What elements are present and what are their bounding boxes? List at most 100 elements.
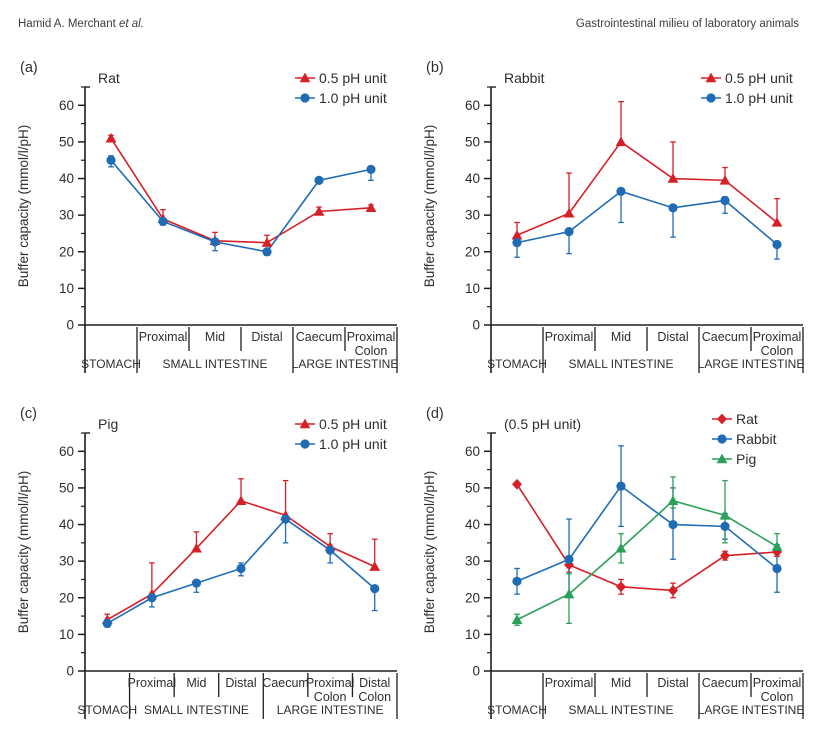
running-author-name: Hamid A. Merchant: [18, 18, 116, 30]
error-bars-1-0-ph-unit: [514, 191, 780, 260]
x-category-label: Distal: [657, 330, 688, 344]
panel-title: Rat: [98, 70, 120, 86]
series-line-pig: [516, 499, 778, 621]
series-markers-1-0-ph-unit: [102, 514, 380, 628]
y-tick-label: 30: [465, 208, 480, 223]
series-markers-rat: [512, 478, 782, 596]
panel-b-rabbit: (b) Rabbit Buffer capacity (mmol/l/pH) 0 10 2…: [414, 50, 811, 388]
y-tick-label: 60: [59, 98, 74, 113]
y-tick-label: 40: [465, 517, 480, 532]
legend-label: Rat: [736, 411, 758, 427]
x-category-label: Proximal: [753, 330, 802, 344]
y-axis-title: Buffer capacity (mmol/l/pH): [422, 471, 437, 634]
y-axis: 0 10 20 30 40 50 60: [59, 432, 397, 719]
series-line-1-0-ph-unit: [110, 159, 372, 253]
y-tick-label: 50: [465, 480, 480, 495]
x-category-label: Distal: [225, 676, 256, 690]
legend-label: Pig: [736, 451, 756, 467]
x-category-label: Proximal: [545, 676, 594, 690]
x-category-label: Proximal: [347, 330, 396, 344]
panel-label: (c): [20, 406, 37, 422]
x-category-label: Mid: [186, 676, 206, 690]
y-tick-label: 40: [59, 517, 74, 532]
legend: Rat Rabbit Pig: [712, 411, 777, 467]
y-tick-label: 0: [66, 318, 74, 333]
running-header: Hamid A. Merchant et al. Gastrointestina…: [0, 18, 815, 38]
series-markers-0-5-ph-unit: [511, 136, 783, 240]
series-line-1-0-ph-unit: [516, 190, 778, 246]
x-category-label: Caecum: [262, 676, 309, 690]
x-category-label: Distal: [251, 330, 282, 344]
panel-a-rat: (a) Rat Buffer capacity (mmol/l/pH) 0 10 20 30…: [8, 50, 405, 388]
legend: 0.5 pH unit 1.0 pH unit: [701, 70, 793, 106]
y-tick-label: 40: [465, 171, 480, 186]
x-group-label: STOMACH: [487, 703, 547, 717]
series-line-0-5-ph-unit: [110, 137, 372, 244]
y-tick-label: 0: [472, 664, 480, 679]
panel-label: (d): [426, 406, 444, 422]
x-group-label: LARGE INTESTINE: [292, 357, 399, 371]
series-line-0-5-ph-unit: [106, 499, 376, 621]
running-title: Gastrointestinal milieu of laboratory an…: [575, 18, 799, 30]
x-group-label: STOMACH: [81, 357, 141, 371]
y-axis: 0 10 20 30 40 50 60: [465, 86, 803, 373]
y-tick-label: 60: [59, 444, 74, 459]
x-category-label: Distal: [359, 676, 390, 690]
series-line-rat: [516, 483, 778, 592]
y-axis-title: Buffer capacity (mmol/l/pH): [16, 471, 31, 634]
x-axis-table: Proximal Mid Distal Caecum ProximalColonSTOM…: [487, 673, 804, 719]
y-tick-label: 30: [465, 554, 480, 569]
x-group-label: LARGE INTESTINE: [277, 703, 384, 717]
x-category-label: Distal: [657, 676, 688, 690]
panel-title: Rabbit: [504, 70, 545, 86]
y-axis: 0 10 20 30 40 50 60: [465, 432, 803, 719]
chart-rabbit: (b) Rabbit Buffer capacity (mmol/l/pH) 0 10 2…: [422, 60, 804, 373]
error-bars-0-5-ph-unit: [514, 100, 780, 240]
x-group-label: STOMACH: [77, 703, 137, 717]
y-tick-label: 60: [465, 98, 480, 113]
y-tick-label: 20: [465, 590, 480, 605]
x-category-label: Mid: [611, 330, 631, 344]
legend-label: 0.5 pH unit: [319, 416, 387, 432]
error-bars-pig: [514, 476, 780, 626]
x-category-label: Colon: [358, 690, 391, 704]
y-axis-title: Buffer capacity (mmol/l/pH): [422, 125, 437, 288]
x-category-label: Proximal: [306, 676, 355, 690]
panel-d-comparison: (d) (0.5 pH unit) Buffer capacity (mmol/l/…: [414, 396, 811, 734]
y-tick-label: 0: [472, 318, 480, 333]
y-tick-label: 20: [59, 244, 74, 259]
x-group-label: SMALL INTESTINE: [569, 703, 674, 717]
running-author: Hamid A. Merchant et al.: [18, 18, 144, 30]
x-group-label: SMALL INTESTINE: [144, 703, 249, 717]
running-author-etal: et al.: [119, 18, 144, 30]
y-tick-label: 0: [66, 664, 74, 679]
x-category-label: Colon: [761, 690, 794, 704]
legend-label: 1.0 pH unit: [319, 90, 387, 106]
panel-c-pig: (c) Pig Buffer capacity (mmol/l/pH) 0 10 20 30…: [8, 396, 405, 734]
panel-title: (0.5 pH unit): [504, 416, 581, 432]
series-markers-rabbit: [512, 481, 782, 586]
legend-label: 1.0 pH unit: [725, 90, 793, 106]
panel-title: Pig: [98, 416, 118, 432]
series-markers-0-5-ph-unit: [101, 495, 381, 624]
y-tick-label: 50: [59, 134, 74, 149]
y-tick-label: 10: [465, 281, 480, 296]
y-tick-label: 60: [465, 444, 480, 459]
y-tick-label: 20: [465, 244, 480, 259]
error-bars-1-0-ph-unit: [108, 155, 374, 257]
x-category-label: Proximal: [545, 330, 594, 344]
series-markers-pig: [511, 495, 783, 624]
x-axis-table: Proximal Mid Distal CaecumProximalColonDist…: [77, 673, 398, 719]
x-group-label: SMALL INTESTINE: [569, 357, 674, 371]
y-tick-label: 10: [465, 627, 480, 642]
x-group-label: STOMACH: [487, 357, 547, 371]
error-bars-rabbit: [514, 445, 780, 599]
chart-pig: (c) Pig Buffer capacity (mmol/l/pH) 0 10 20 30…: [16, 406, 398, 719]
y-tick-label: 10: [59, 281, 74, 296]
x-category-label: Caecum: [702, 330, 749, 344]
y-axis-title: Buffer capacity (mmol/l/pH): [16, 125, 31, 288]
y-tick-label: 50: [465, 134, 480, 149]
legend-label: 0.5 pH unit: [725, 70, 793, 86]
x-category-label: Colon: [355, 344, 388, 358]
series-markers-1-0-ph-unit: [512, 186, 782, 250]
